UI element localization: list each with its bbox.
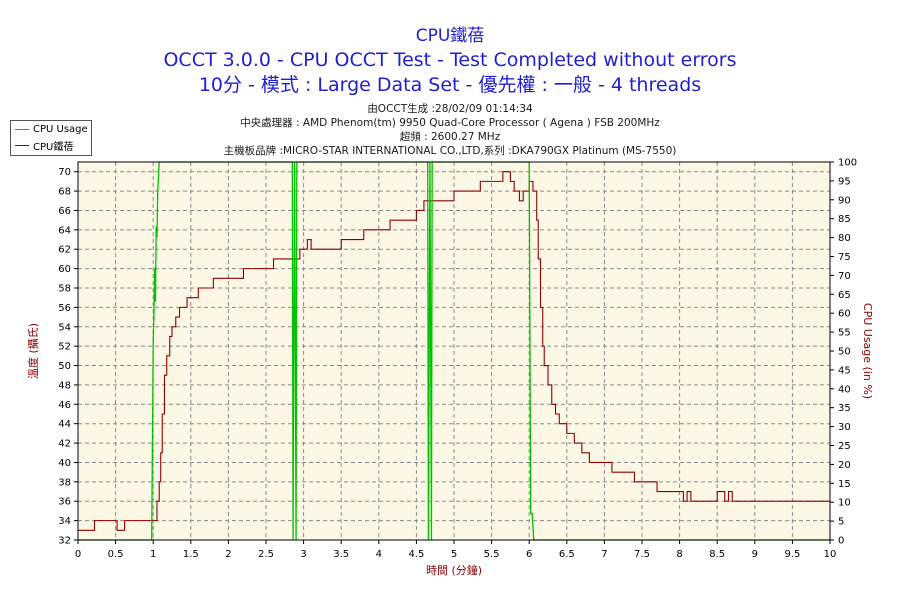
legend-label-temp: CPU鐵蓓: [33, 142, 74, 153]
x-tick-label: 0: [75, 549, 81, 560]
x-tick-label: 7.5: [634, 549, 650, 560]
series-cpu-temp: [78, 171, 830, 531]
chart-subtitle: OCCT 3.0.0 - CPU OCCT Test - Test Comple…: [163, 49, 737, 71]
y-tick-label: 68: [58, 187, 71, 198]
chart-legend: CPU Usage CPU鐵蓓: [10, 120, 92, 156]
x-tick-label: 8: [676, 549, 682, 560]
x-tick-label: 9: [752, 549, 758, 560]
chart-title: CPU鐵蓓: [415, 26, 485, 46]
x-tick-label: 4: [376, 549, 382, 560]
y2-tick-label: 85: [838, 214, 851, 225]
y-tick-label: 36: [58, 497, 71, 508]
y2-tick-label: 70: [838, 271, 851, 282]
legend-label-usage: CPU Usage: [33, 124, 88, 135]
y-tick-label: 34: [58, 516, 71, 527]
y-tick-label: 48: [58, 380, 71, 391]
y-tick-label: 66: [58, 206, 71, 217]
y2-tick-label: 40: [838, 384, 851, 395]
x-tick-label: 9.5: [784, 549, 800, 560]
y-tick-label: 60: [58, 264, 71, 275]
y2-tick-label: 25: [838, 441, 851, 452]
x-tick-label: 1: [150, 549, 156, 560]
y-tick-label: 42: [58, 439, 71, 450]
y2-tick-label: 100: [838, 158, 857, 169]
x-tick-label: 8.5: [709, 549, 725, 560]
x-tick-label: 4.5: [408, 549, 424, 560]
usage-swatch: [15, 129, 29, 130]
y2-tick-label: 65: [838, 290, 851, 301]
y2-tick-label: 60: [838, 309, 851, 320]
y-tick-label: 62: [58, 245, 71, 256]
x-tick-label: 3.5: [333, 549, 349, 560]
y-tick-label: 70: [58, 167, 71, 178]
y-tick-label: 46: [58, 400, 71, 411]
y2-tick-label: 50: [838, 347, 851, 358]
generated-info: 由OCCT生成 :28/02/09 01:14:34: [367, 103, 533, 115]
x-tick-label: 7: [601, 549, 607, 560]
x-tick-label: 1.5: [183, 549, 199, 560]
x-tick-label: 5: [451, 549, 457, 560]
y-tick-label: 32: [58, 536, 71, 547]
y2-axis-label: CPU Usage (in %): [861, 303, 874, 399]
y2-tick-label: 30: [838, 422, 851, 433]
y-axis-label: 溫度 (攝氏): [26, 323, 40, 379]
x-tick-label: 6.5: [559, 549, 575, 560]
y2-tick-label: 20: [838, 460, 851, 471]
x-tick-label: 2.5: [258, 549, 274, 560]
x-tick-label: 2: [225, 549, 231, 560]
y2-tick-label: 0: [838, 536, 844, 547]
y2-tick-label: 15: [838, 479, 851, 490]
x-tick-label: 10: [824, 549, 837, 560]
x-axis-label: 時間 (分鐘): [426, 563, 482, 577]
y2-tick-label: 75: [838, 252, 851, 263]
clock-info: 超頻 : 2600.27 MHz: [399, 131, 501, 143]
y2-tick-label: 80: [838, 233, 851, 244]
y2-tick-label: 90: [838, 195, 851, 206]
temp-swatch: [15, 145, 29, 146]
plot-frame: [77, 161, 831, 541]
board-info: 主機板品牌 :MICRO-STAR INTERNATIONAL CO.,LTD,…: [223, 145, 677, 157]
y-tick-label: 54: [58, 322, 71, 333]
chart-subtitle-mode: 10分 - 模式 : Large Data Set - 優先權 : 一般 - 4…: [198, 74, 702, 96]
y-tick-label: 64: [58, 225, 71, 236]
y2-tick-label: 45: [838, 365, 851, 376]
cpu-info: 中央處理器 : AMD Phenom(tm) 9950 Quad-Core Pr…: [240, 117, 660, 129]
legend-item-temp: CPU鐵蓓: [11, 138, 91, 153]
y2-tick-label: 5: [838, 517, 844, 528]
legend-item-usage: CPU Usage: [11, 122, 91, 137]
y-tick-label: 56: [58, 303, 71, 314]
x-tick-label: 6: [526, 549, 532, 560]
y-tick-label: 40: [58, 458, 71, 469]
y2-tick-label: 10: [838, 498, 851, 509]
y2-tick-label: 95: [838, 176, 851, 187]
y-tick-label: 52: [58, 342, 71, 353]
y-tick-label: 58: [58, 284, 71, 295]
y-tick-label: 50: [58, 361, 71, 372]
x-tick-label: 0.5: [108, 549, 124, 560]
x-tick-label: 5.5: [484, 549, 500, 560]
x-tick-label: 3: [300, 549, 306, 560]
y2-tick-label: 55: [838, 328, 851, 339]
y-tick-label: 44: [58, 419, 71, 430]
y-tick-label: 38: [58, 477, 71, 488]
y2-tick-label: 35: [838, 403, 851, 414]
